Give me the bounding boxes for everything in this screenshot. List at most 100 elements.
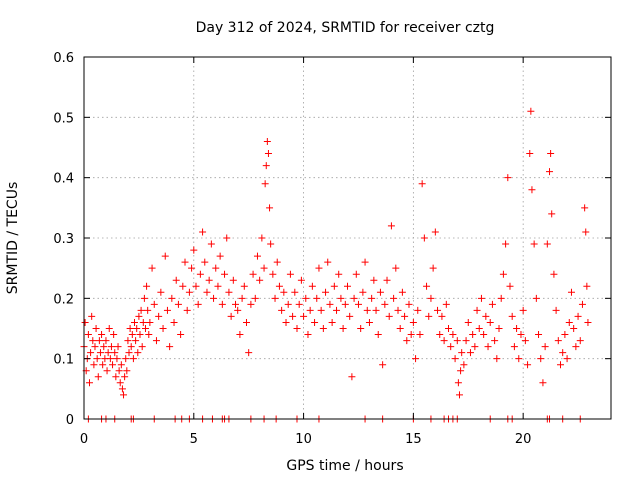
data-point	[146, 318, 154, 326]
data-point	[477, 294, 485, 302]
data-point	[394, 306, 402, 314]
data-point	[253, 252, 261, 260]
data-point	[486, 318, 494, 326]
data-point	[491, 337, 499, 345]
data-point	[269, 270, 277, 278]
data-point	[247, 300, 255, 308]
data-point	[118, 385, 126, 393]
data-point	[398, 288, 406, 296]
data-point	[379, 361, 387, 369]
data-point	[143, 282, 151, 290]
data-point	[152, 337, 160, 345]
data-point	[322, 288, 330, 296]
data-point	[261, 180, 269, 188]
y-tick-label: 0.3	[53, 232, 74, 247]
data-point	[510, 343, 518, 351]
data-point	[262, 162, 270, 170]
data-point	[341, 300, 349, 308]
data-point	[458, 349, 466, 357]
data-point	[556, 361, 564, 369]
data-point	[317, 306, 325, 314]
x-tick-label: 5	[190, 432, 198, 447]
data-point	[361, 258, 369, 266]
data-point	[87, 349, 95, 357]
data-point	[266, 204, 274, 212]
data-point	[427, 294, 435, 302]
data-point	[207, 240, 215, 248]
data-point	[326, 300, 334, 308]
data-point	[434, 306, 442, 314]
data-point	[190, 246, 198, 254]
y-tick-label: 0.5	[53, 111, 74, 126]
data-point	[524, 361, 532, 369]
data-point	[85, 379, 93, 387]
data-point	[218, 300, 226, 308]
data-point	[339, 325, 347, 332]
data-point	[550, 270, 558, 278]
data-point	[104, 349, 112, 357]
data-point	[414, 306, 422, 314]
data-point	[359, 288, 367, 296]
data-point	[429, 264, 437, 272]
data-point	[105, 325, 113, 332]
data-point	[234, 306, 242, 314]
data-point	[216, 252, 224, 260]
data-point	[445, 325, 453, 332]
data-point	[407, 331, 415, 339]
data-point	[251, 294, 259, 302]
data-point	[438, 312, 446, 320]
data-point	[170, 318, 178, 326]
data-point	[302, 294, 310, 302]
data-point	[109, 361, 117, 369]
data-point	[535, 331, 543, 339]
data-point	[454, 379, 462, 387]
data-point	[141, 325, 149, 332]
data-point	[99, 361, 107, 369]
data-point	[264, 150, 272, 158]
data-point	[466, 349, 474, 357]
data-point	[330, 282, 338, 290]
data-point	[155, 312, 163, 320]
data-point	[337, 294, 345, 302]
data-point	[578, 300, 586, 308]
data-point	[135, 312, 143, 320]
data-point	[559, 349, 567, 357]
data-point	[278, 306, 286, 314]
data-point	[495, 325, 503, 332]
data-point	[260, 264, 268, 272]
data-point	[497, 294, 505, 302]
data-point	[313, 294, 321, 302]
data-point	[81, 318, 89, 326]
data-point	[464, 318, 472, 326]
data-point	[354, 300, 362, 308]
data-point	[565, 318, 573, 326]
data-point	[159, 325, 167, 332]
data-point	[214, 282, 222, 290]
data-point	[132, 337, 140, 345]
data-point	[225, 288, 233, 296]
data-point	[440, 337, 448, 345]
data-point	[537, 355, 545, 363]
data-point	[121, 373, 129, 381]
data-point	[350, 294, 358, 302]
data-point	[100, 343, 108, 351]
data-point	[385, 312, 393, 320]
data-point	[570, 325, 578, 332]
data-point	[137, 306, 145, 314]
data-point	[140, 294, 148, 302]
data-point	[145, 331, 153, 339]
data-point	[368, 294, 376, 302]
chart-title: Day 312 of 2024, SRMTID for receiver czt…	[196, 20, 495, 36]
data-point	[117, 361, 125, 369]
data-point	[157, 288, 165, 296]
data-point	[420, 234, 428, 242]
data-point	[166, 343, 174, 351]
data-point	[192, 282, 200, 290]
data-point	[221, 270, 229, 278]
x-tick-label: 10	[295, 432, 312, 447]
data-point	[436, 331, 444, 339]
data-point	[123, 367, 131, 375]
data-point	[203, 288, 211, 296]
data-point	[172, 276, 180, 284]
